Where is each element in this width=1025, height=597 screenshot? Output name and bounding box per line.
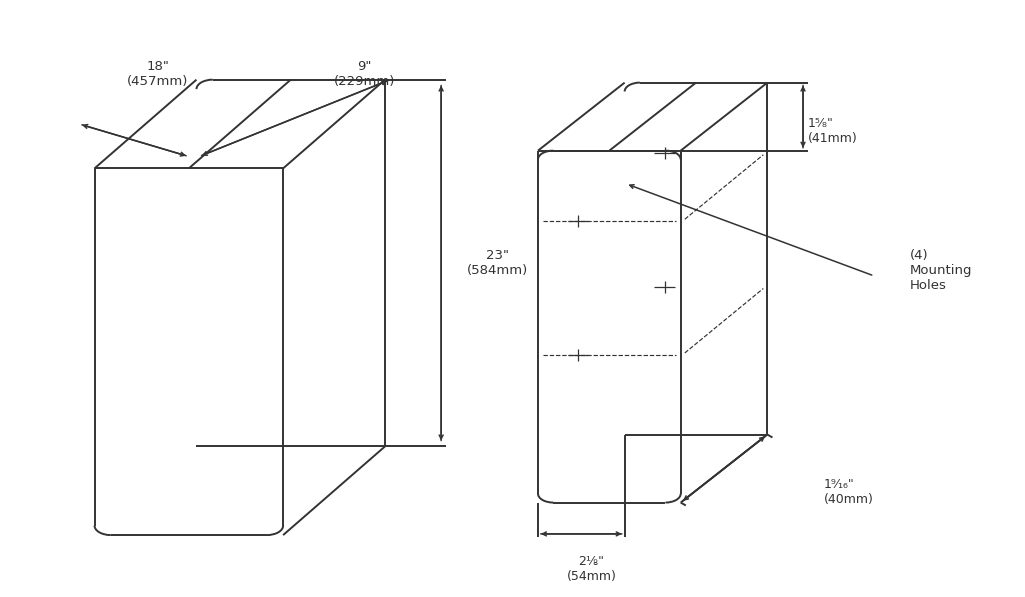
Text: (4)
Mounting
Holes: (4) Mounting Holes <box>910 248 973 292</box>
Text: 9"
(229mm): 9" (229mm) <box>334 60 396 88</box>
Text: 2⅛"
(54mm): 2⅛" (54mm) <box>567 555 616 583</box>
Text: 1⁹⁄₁₆"
(40mm): 1⁹⁄₁₆" (40mm) <box>823 478 873 506</box>
Text: 23"
(584mm): 23" (584mm) <box>466 249 528 277</box>
Text: 1⁵⁄₈"
(41mm): 1⁵⁄₈" (41mm) <box>808 118 858 146</box>
Text: 18"
(457mm): 18" (457mm) <box>127 60 189 88</box>
